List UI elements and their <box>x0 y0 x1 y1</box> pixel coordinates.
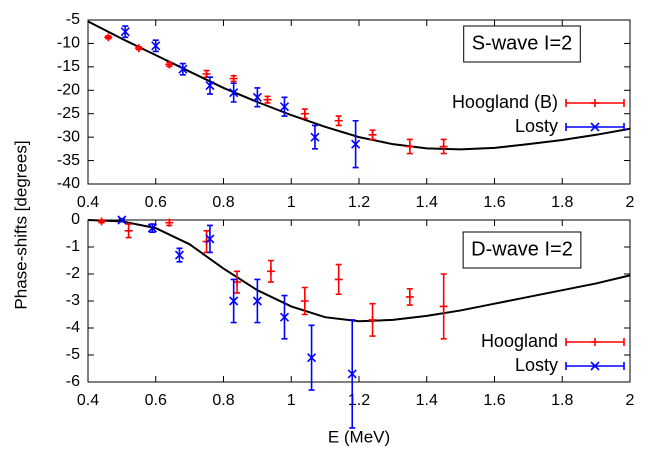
y-tick-label: -4 <box>66 319 80 336</box>
y-tick-label: -30 <box>57 128 80 145</box>
data-point <box>124 226 133 235</box>
data-point <box>347 369 357 379</box>
x-tick-label: 1 <box>287 194 296 211</box>
y-tick-label: -3 <box>66 292 80 309</box>
x-axis-label: E (MeV) <box>328 427 390 446</box>
data-point <box>334 116 343 125</box>
data-point <box>104 33 113 42</box>
legend-marker <box>590 122 600 132</box>
data-point <box>229 74 238 83</box>
data-point <box>178 64 188 74</box>
x-tick-label: 1.2 <box>348 194 370 211</box>
data-point <box>147 223 157 233</box>
y-axis-label: Phase-shifts [degrees] <box>11 140 30 309</box>
data-point <box>266 267 275 276</box>
legend-marker <box>591 338 599 346</box>
data-point <box>334 275 343 284</box>
y-tick-label: -20 <box>57 82 80 99</box>
data-point <box>117 215 127 225</box>
data-point <box>263 95 272 104</box>
x-tick-label: 0.8 <box>212 392 234 409</box>
data-point <box>97 217 106 226</box>
x-tick-label: 1.6 <box>483 194 505 211</box>
x-tick-label: 1.8 <box>551 194 573 211</box>
x-tick-label: 1.4 <box>416 392 438 409</box>
data-point <box>279 312 290 322</box>
data-point <box>351 139 361 149</box>
x-tick-label: 0.4 <box>77 194 99 211</box>
legend-marker <box>591 99 599 107</box>
annotation: S-wave I=2 <box>472 32 573 54</box>
x-tick-label: 0.6 <box>145 392 167 409</box>
series <box>104 33 448 155</box>
model-curve <box>87 219 631 323</box>
x-tick-label: 0.8 <box>212 194 234 211</box>
data-point <box>205 234 215 244</box>
plot-frame <box>87 219 631 383</box>
annotation: D-wave I=2 <box>471 238 573 260</box>
data-point <box>252 296 262 306</box>
y-tick-label: -5 <box>66 346 80 363</box>
x-tick-label: 2 <box>626 392 635 409</box>
data-point <box>134 44 143 53</box>
data-point <box>252 92 262 102</box>
x-tick-label: 1.4 <box>416 194 438 211</box>
x-tick-label: 1.2 <box>348 392 370 409</box>
data-point <box>151 41 161 51</box>
y-tick-label: -25 <box>57 105 80 122</box>
data-point <box>310 132 320 142</box>
y-tick-label: -1 <box>66 238 80 255</box>
y-tick-label: -35 <box>57 152 80 169</box>
data-point <box>120 27 130 37</box>
y-tick-label: -5 <box>66 11 80 28</box>
series <box>97 217 448 340</box>
data-point <box>279 102 290 112</box>
legend-label: Losty <box>515 355 558 375</box>
data-point <box>174 250 185 260</box>
data-point <box>165 218 174 227</box>
data-point <box>405 142 414 151</box>
y-tick-label: -6 <box>66 373 80 390</box>
data-point <box>368 315 377 324</box>
x-tick-label: 0.6 <box>145 194 167 211</box>
data-point <box>202 69 211 78</box>
data-point <box>405 292 414 301</box>
legend-marker <box>590 361 600 371</box>
data-point <box>165 60 174 69</box>
plot-frame <box>87 19 631 185</box>
y-tick-label: -10 <box>57 35 80 52</box>
y-tick-label: -15 <box>57 58 80 75</box>
x-tick-label: 1.8 <box>551 392 573 409</box>
y-tick-label: -40 <box>57 175 80 192</box>
data-point <box>307 353 317 363</box>
legend-label: Losty <box>515 116 558 136</box>
x-tick-label: 2 <box>626 194 635 211</box>
annotation-box <box>463 25 581 63</box>
legend-label: Hoogland (B) <box>452 92 558 112</box>
annotation-box <box>462 231 582 269</box>
data-point <box>229 296 239 306</box>
model-curve <box>87 20 631 151</box>
data-point <box>368 130 377 139</box>
series <box>117 215 357 429</box>
x-tick-label: 1.6 <box>483 392 505 409</box>
series <box>120 25 361 169</box>
data-point <box>300 297 309 305</box>
legend-label: Hoogland <box>481 331 558 351</box>
data-point <box>205 81 215 91</box>
data-point <box>300 109 309 118</box>
x-tick-label: 1 <box>287 392 296 409</box>
data-point <box>229 88 239 98</box>
data-point <box>439 142 448 151</box>
x-tick-label: 0.4 <box>77 392 99 409</box>
data-point <box>439 302 448 311</box>
y-tick-label: 0 <box>71 211 80 228</box>
y-tick-label: -2 <box>66 265 80 282</box>
